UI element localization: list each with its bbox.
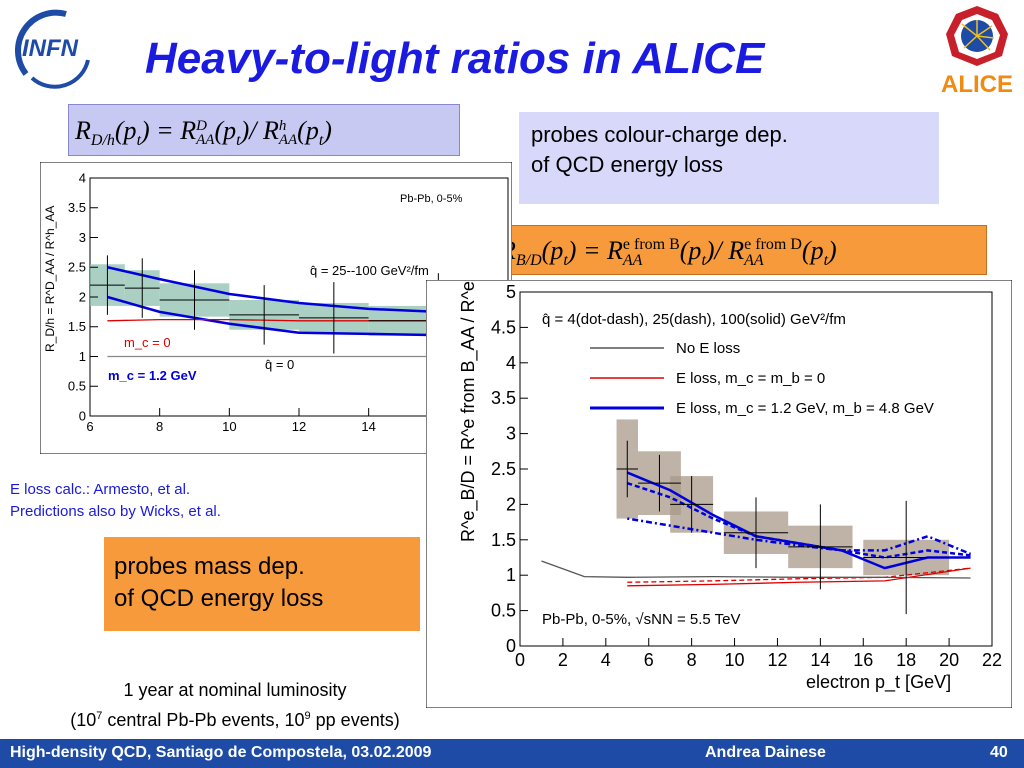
note-line: probes mass dep. <box>114 553 305 580</box>
y-tick-label: 1.5 <box>491 530 516 550</box>
footer-bar <box>0 739 1024 768</box>
y-tick-label: 4 <box>79 170 86 185</box>
svg-text:INFN: INFN <box>22 35 79 62</box>
luminosity-line: (107 central Pb-Pb events, 109 pp events… <box>70 710 400 730</box>
legend-label: E loss, m_c = 1.2 GeV, m_b = 4.8 GeV <box>676 400 934 417</box>
x-tick-label: 8 <box>156 419 163 434</box>
svg-text:ALICE: ALICE <box>941 71 1013 98</box>
reference-line: E loss calc.: Armesto, et al. <box>10 481 191 498</box>
luminosity-note: 1 year at nominal luminosity (107 centra… <box>0 677 470 733</box>
chart1-qhat-label: q̂ = 25--100 GeV²/fm <box>310 263 429 278</box>
y-tick-label: 0 <box>506 636 516 656</box>
y-tick-label: 5 <box>506 282 516 302</box>
infn-logo: INFN <box>14 9 90 89</box>
x-tick-label: 14 <box>361 419 375 434</box>
legend-label: No E loss <box>676 340 740 357</box>
y-tick-label: 0.5 <box>68 379 86 394</box>
x-tick-label: 12 <box>292 419 306 434</box>
y-tick-label: 2 <box>506 494 516 514</box>
footer-author: Andrea Dainese <box>705 744 826 761</box>
x-tick-label: 20 <box>939 650 959 670</box>
y-tick-label: 2.5 <box>491 459 516 479</box>
legend-label: E loss, m_c = m_b = 0 <box>676 370 825 387</box>
chart2-ylabel: R^e_B/D = R^e from B_AA / R^e from D_AA <box>458 280 479 542</box>
x-tick-label: 6 <box>644 650 654 670</box>
references: E loss calc.: Armesto, et al. Prediction… <box>10 479 221 523</box>
series-line <box>626 481 971 559</box>
series-line <box>627 567 971 583</box>
x-tick-label: 16 <box>853 650 873 670</box>
x-tick-label: 6 <box>86 419 93 434</box>
note-mass: probes mass dep. of QCD energy loss <box>104 537 420 631</box>
footer-event: High-density QCD, Santiago de Compostela… <box>10 744 432 761</box>
series-line <box>541 560 971 579</box>
series-line <box>627 567 971 587</box>
x-tick-label: 10 <box>222 419 236 434</box>
x-tick-label: 0 <box>515 650 525 670</box>
chart2-xlabel: electron p_t [GeV] <box>806 672 951 693</box>
slide-title: Heavy-to-light ratios in ALICE <box>145 34 765 83</box>
formula-rdh: RD/h(pt) = RD AA(pt)/ Rh AA(pt) <box>68 104 460 156</box>
y-tick-label: 1.5 <box>68 319 86 334</box>
x-tick-label: 12 <box>767 650 787 670</box>
y-tick-label: 3.5 <box>491 388 516 408</box>
chart1-mc0-label: m_c = 0 <box>124 335 171 350</box>
chart1-ylabel: R_D/h = R^D_AA / R^h_AA <box>43 206 57 352</box>
note-colour-charge: probes colour-charge dep. of QCD energy … <box>519 112 939 204</box>
x-tick-label: 18 <box>896 650 916 670</box>
page-number: 40 <box>990 744 1008 761</box>
chart1-mc-label: m_c = 1.2 GeV <box>108 368 197 383</box>
y-tick-label: 1 <box>79 349 86 364</box>
luminosity-line: 1 year at nominal luminosity <box>123 680 347 700</box>
y-tick-label: 1 <box>506 565 516 585</box>
y-tick-label: 3.5 <box>68 200 86 215</box>
x-tick-label: 2 <box>558 650 568 670</box>
chart-rbd: 0 2 4 6 8 10 12 14 16 18 20 22 0 0.5 1 1.5 2 2.5 3 3.5 4 4.5 5… <box>426 280 1012 708</box>
y-tick-label: 4.5 <box>491 317 516 337</box>
series-line <box>626 471 971 570</box>
y-tick-label: 2 <box>79 289 86 304</box>
chart1-system-label: Pb-Pb, 0-5% <box>400 193 463 205</box>
y-tick-label: 3 <box>79 230 86 245</box>
y-tick-label: 4 <box>506 353 516 373</box>
y-tick-label: 0 <box>79 408 86 423</box>
reference-line: Predictions also by Wicks, et al. <box>10 503 221 520</box>
series-line <box>627 517 972 556</box>
note-line: probes colour-charge dep. <box>531 122 788 147</box>
x-tick-label: 10 <box>725 650 745 670</box>
note-line: of QCD energy loss <box>114 585 324 612</box>
y-tick-label: 0.5 <box>491 601 516 621</box>
formula-rbd: RB/D(pt) = Re from BAA(pt)/ Re from DAA(… <box>491 225 987 275</box>
x-tick-label: 8 <box>687 650 697 670</box>
chart1-qhat0-label: q̂ = 0 <box>265 357 294 372</box>
x-tick-label: 14 <box>810 650 830 670</box>
y-tick-label: 2.5 <box>68 260 86 275</box>
y-tick-label: 3 <box>506 424 516 444</box>
alice-logo: ALICE <box>941 6 1013 98</box>
chart2-qhat-label: q̂ = 4(dot-dash), 25(dash), 100(solid) G… <box>542 311 846 328</box>
x-tick-label: 4 <box>601 650 611 670</box>
note-line: of QCD energy loss <box>531 152 723 177</box>
chart2-system-label: Pb-Pb, 0-5%, √sNN = 5.5 TeV <box>542 611 740 628</box>
x-tick-label: 22 <box>982 650 1002 670</box>
